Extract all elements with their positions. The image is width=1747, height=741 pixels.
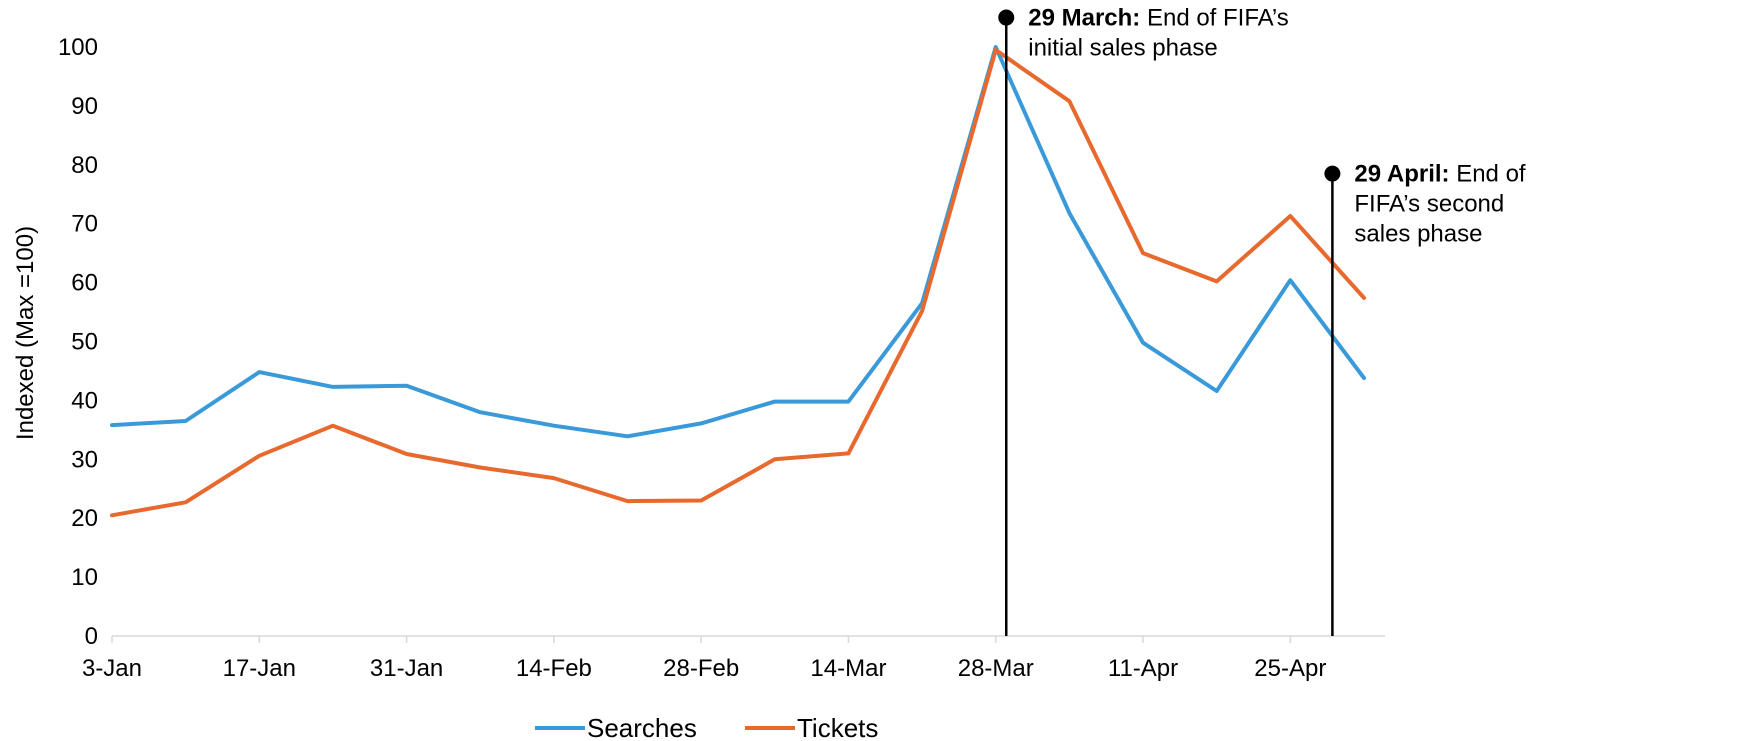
x-tick-label: 28-Mar (958, 655, 1034, 682)
y-tick-label: 50 (71, 329, 98, 356)
x-tick-label: 28-Feb (663, 655, 739, 682)
y-tick-label: 80 (71, 152, 98, 179)
legend-label-tickets: Tickets (797, 713, 878, 741)
x-tick-label: 31-Jan (370, 655, 443, 682)
series-layer (110, 45, 1366, 518)
x-tick-label: 25-Apr (1254, 655, 1326, 682)
x-axis-ticks: 3-Jan 17-Jan 31-Jan 14-Feb 28-Feb 14-Mar 28-Ma… (82, 636, 1326, 682)
x-tick-label: 17-Jan (223, 655, 296, 682)
legend: Searches Tickets (535, 713, 878, 741)
annotation-marker (998, 9, 1015, 26)
annotation-text: 29 March: End of FIFA’s initial sales pha… (1028, 5, 1289, 62)
y-axis-title: Indexed (Max =100) (12, 226, 39, 440)
y-tick-label: 0 (85, 623, 98, 650)
y-tick-label: 60 (71, 270, 98, 297)
y-tick-label: 90 (71, 93, 98, 120)
y-tick-label: 30 (71, 446, 98, 473)
x-tick-label: 3-Jan (82, 655, 142, 682)
x-tick-label: 11-Apr (1108, 655, 1178, 682)
y-tick-label: 10 (71, 564, 98, 591)
legend-label-searches: Searches (587, 713, 697, 741)
y-tick-label: 40 (71, 387, 98, 414)
x-tick-label: 14-Mar (810, 655, 886, 682)
y-axis-ticks: 0 10 20 30 40 50 60 70 80 90 100 (58, 34, 98, 650)
series-line-searches (110, 45, 1366, 439)
annotation-layer: 29 March: End of FIFA’s initial sales pha… (998, 5, 1526, 636)
x-tick-label: 14-Feb (516, 655, 592, 682)
annotation-marker (1324, 165, 1341, 182)
y-tick-label: 20 (71, 505, 98, 532)
annotation-text: 29 April: End of FIFA’s second sales phase (1354, 161, 1526, 248)
series-line-tickets (110, 47, 1366, 518)
y-tick-label: 100 (58, 34, 98, 61)
y-tick-label: 70 (71, 211, 98, 238)
